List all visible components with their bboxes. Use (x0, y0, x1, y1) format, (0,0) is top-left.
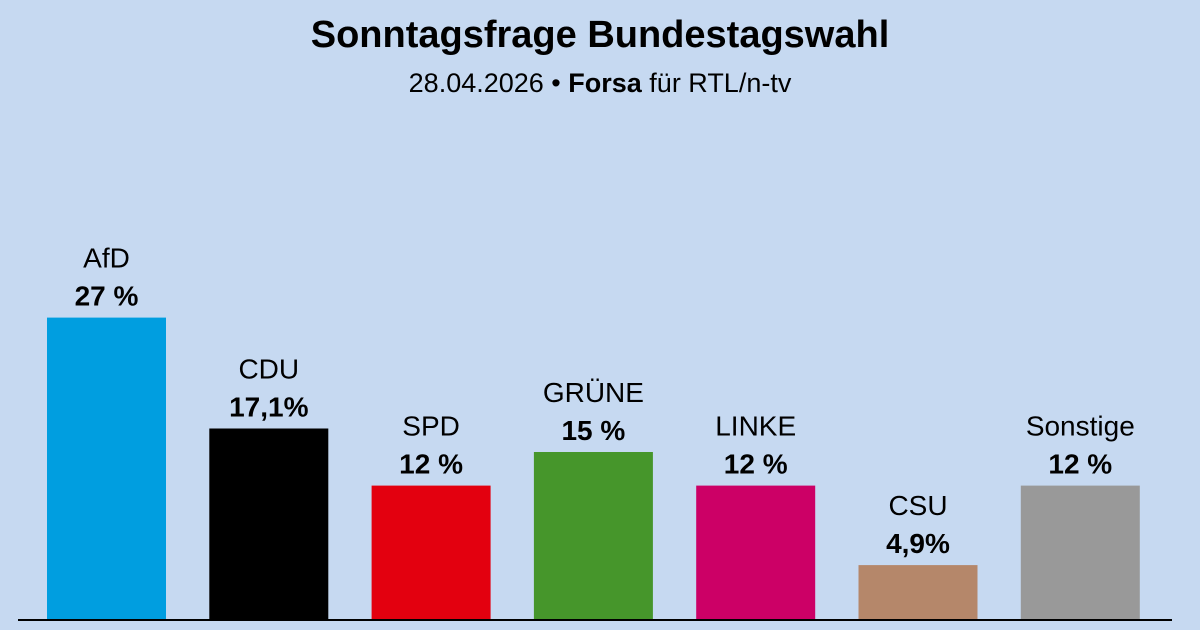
chart-subtitle: 28.04.2026 • Forsa für RTL/n-tv (0, 66, 1200, 100)
subtitle-separator: • (543, 68, 569, 98)
bars-group: 27 % AfD 17,1% CDU 12 % SPD 15 % GRÜNE 12 % LINKE… (47, 243, 1140, 620)
poll-client: für RTL/n-tv (641, 68, 792, 98)
category-label-cdu: CDU (238, 354, 299, 385)
poll-institute: Forsa (568, 68, 642, 98)
value-label-csu: 4,9% (886, 528, 950, 559)
bar-spd (371, 485, 491, 620)
bar-csu (858, 565, 978, 620)
category-label-csu: CSU (888, 490, 947, 521)
category-label-gruene: GRÜNE (543, 377, 644, 408)
chart-title: Sonntagsfrage Bundestagswahl (310, 14, 890, 56)
category-label-linke: LINKE (715, 411, 796, 442)
category-label-spd: SPD (402, 411, 460, 442)
value-label-gruene: 15 % (561, 415, 625, 446)
value-label-linke: 12 % (724, 449, 788, 480)
value-label-cdu: 17,1% (229, 392, 308, 423)
bar-gruene (533, 452, 653, 620)
bar-linke (696, 485, 816, 620)
poll-date: 28.04.2026 (408, 68, 544, 98)
bar-afd (47, 317, 166, 620)
value-label-afd: 27 % (75, 281, 139, 312)
bar-sonstige (1020, 485, 1140, 620)
category-label-sonstige: Sonstige (1026, 411, 1135, 442)
bar-cdu (209, 428, 329, 620)
value-label-sonstige: 12 % (1048, 449, 1112, 480)
value-label-spd: 12 % (399, 449, 463, 480)
category-label-afd: AfD (83, 243, 130, 274)
